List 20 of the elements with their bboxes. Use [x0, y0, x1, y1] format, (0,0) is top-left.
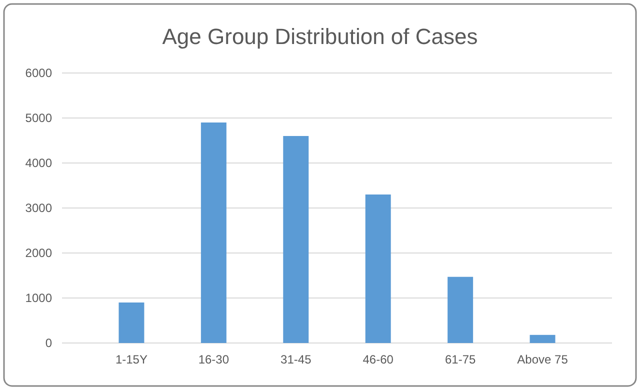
bar: [118, 302, 144, 343]
bar: [200, 122, 226, 343]
y-tick-label: 0: [45, 336, 52, 350]
y-tick-label: 1000: [25, 290, 52, 305]
x-tick-label: 16-30: [198, 352, 230, 367]
x-tick-label: 46-60: [362, 352, 394, 367]
x-tick-label: 61-75: [444, 352, 476, 367]
bar: [448, 276, 474, 343]
y-tick-label: 3000: [25, 200, 52, 215]
y-tick-label: 5000: [25, 110, 52, 125]
bar: [365, 194, 391, 343]
y-tick-label: 6000: [25, 66, 52, 80]
x-tick-label: Above 75: [517, 352, 568, 367]
bar: [530, 334, 556, 343]
chart-title: Age Group Distribution of Cases: [162, 24, 478, 49]
y-tick-label: 4000: [25, 156, 52, 170]
y-tick-label: 2000: [25, 246, 52, 260]
x-tick-label: 1-15Y: [115, 352, 148, 367]
x-tick-label: 31-45: [280, 352, 312, 367]
bar: [283, 136, 309, 343]
